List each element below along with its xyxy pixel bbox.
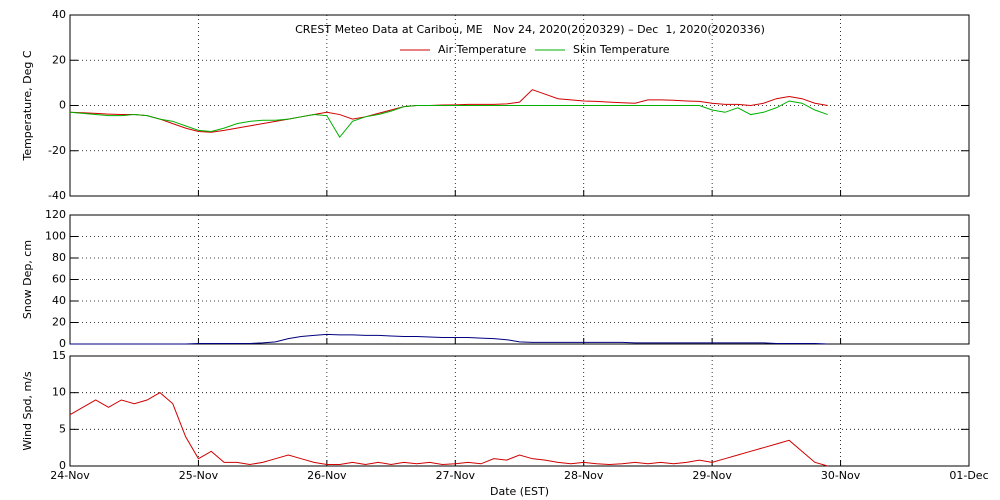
- y-tick-label: 40: [52, 8, 66, 21]
- x-tick-label: 27-Nov: [436, 469, 476, 482]
- plot-frame: [69, 355, 970, 467]
- data-line: [69, 100, 828, 139]
- data-line: [69, 89, 828, 133]
- y-tick-label: 60: [52, 273, 66, 286]
- y-tick-label: 20: [52, 316, 66, 329]
- y-tick-label: 10: [52, 386, 66, 399]
- y-tick-label: 20: [52, 53, 66, 66]
- y-tick-label: -40: [48, 189, 66, 202]
- x-tick-label: 25-Nov: [179, 469, 219, 482]
- x-axis-label: Date (EST): [490, 485, 549, 498]
- x-tick-label: 28-Nov: [564, 469, 604, 482]
- x-tick-label: 29-Nov: [692, 469, 732, 482]
- y-tick-label: 5: [59, 422, 66, 435]
- data-line: [69, 392, 828, 467]
- y-tick-label: 15: [52, 349, 66, 362]
- y-axis-label: Temperature, Deg C: [21, 50, 34, 161]
- y-tick-label: 120: [45, 208, 66, 221]
- y-tick-label: 40: [52, 294, 66, 307]
- data-line: [70, 333, 828, 345]
- x-tick-label: 26-Nov: [307, 469, 347, 482]
- legend-label: Skin Temperature: [573, 43, 670, 56]
- y-tick-label: 0: [59, 459, 66, 472]
- y-tick-label: 100: [45, 230, 66, 243]
- y-tick-label: 80: [52, 251, 66, 264]
- x-tick-label: 24-Nov: [50, 469, 90, 482]
- x-tick-label: 01-Dec: [949, 469, 988, 482]
- chart-title: CREST Meteo Data at Caribou, ME Nov 24, …: [295, 23, 765, 36]
- y-axis-label: Wind Spd, m/s: [21, 371, 34, 451]
- y-tick-label: 0: [59, 337, 66, 350]
- x-tick-label: 30-Nov: [821, 469, 861, 482]
- y-tick-label: 0: [59, 99, 66, 112]
- y-tick-label: -20: [48, 144, 66, 157]
- legend-label: Air Temperature: [438, 43, 527, 56]
- y-axis-label: Snow Dep, cm: [21, 240, 34, 319]
